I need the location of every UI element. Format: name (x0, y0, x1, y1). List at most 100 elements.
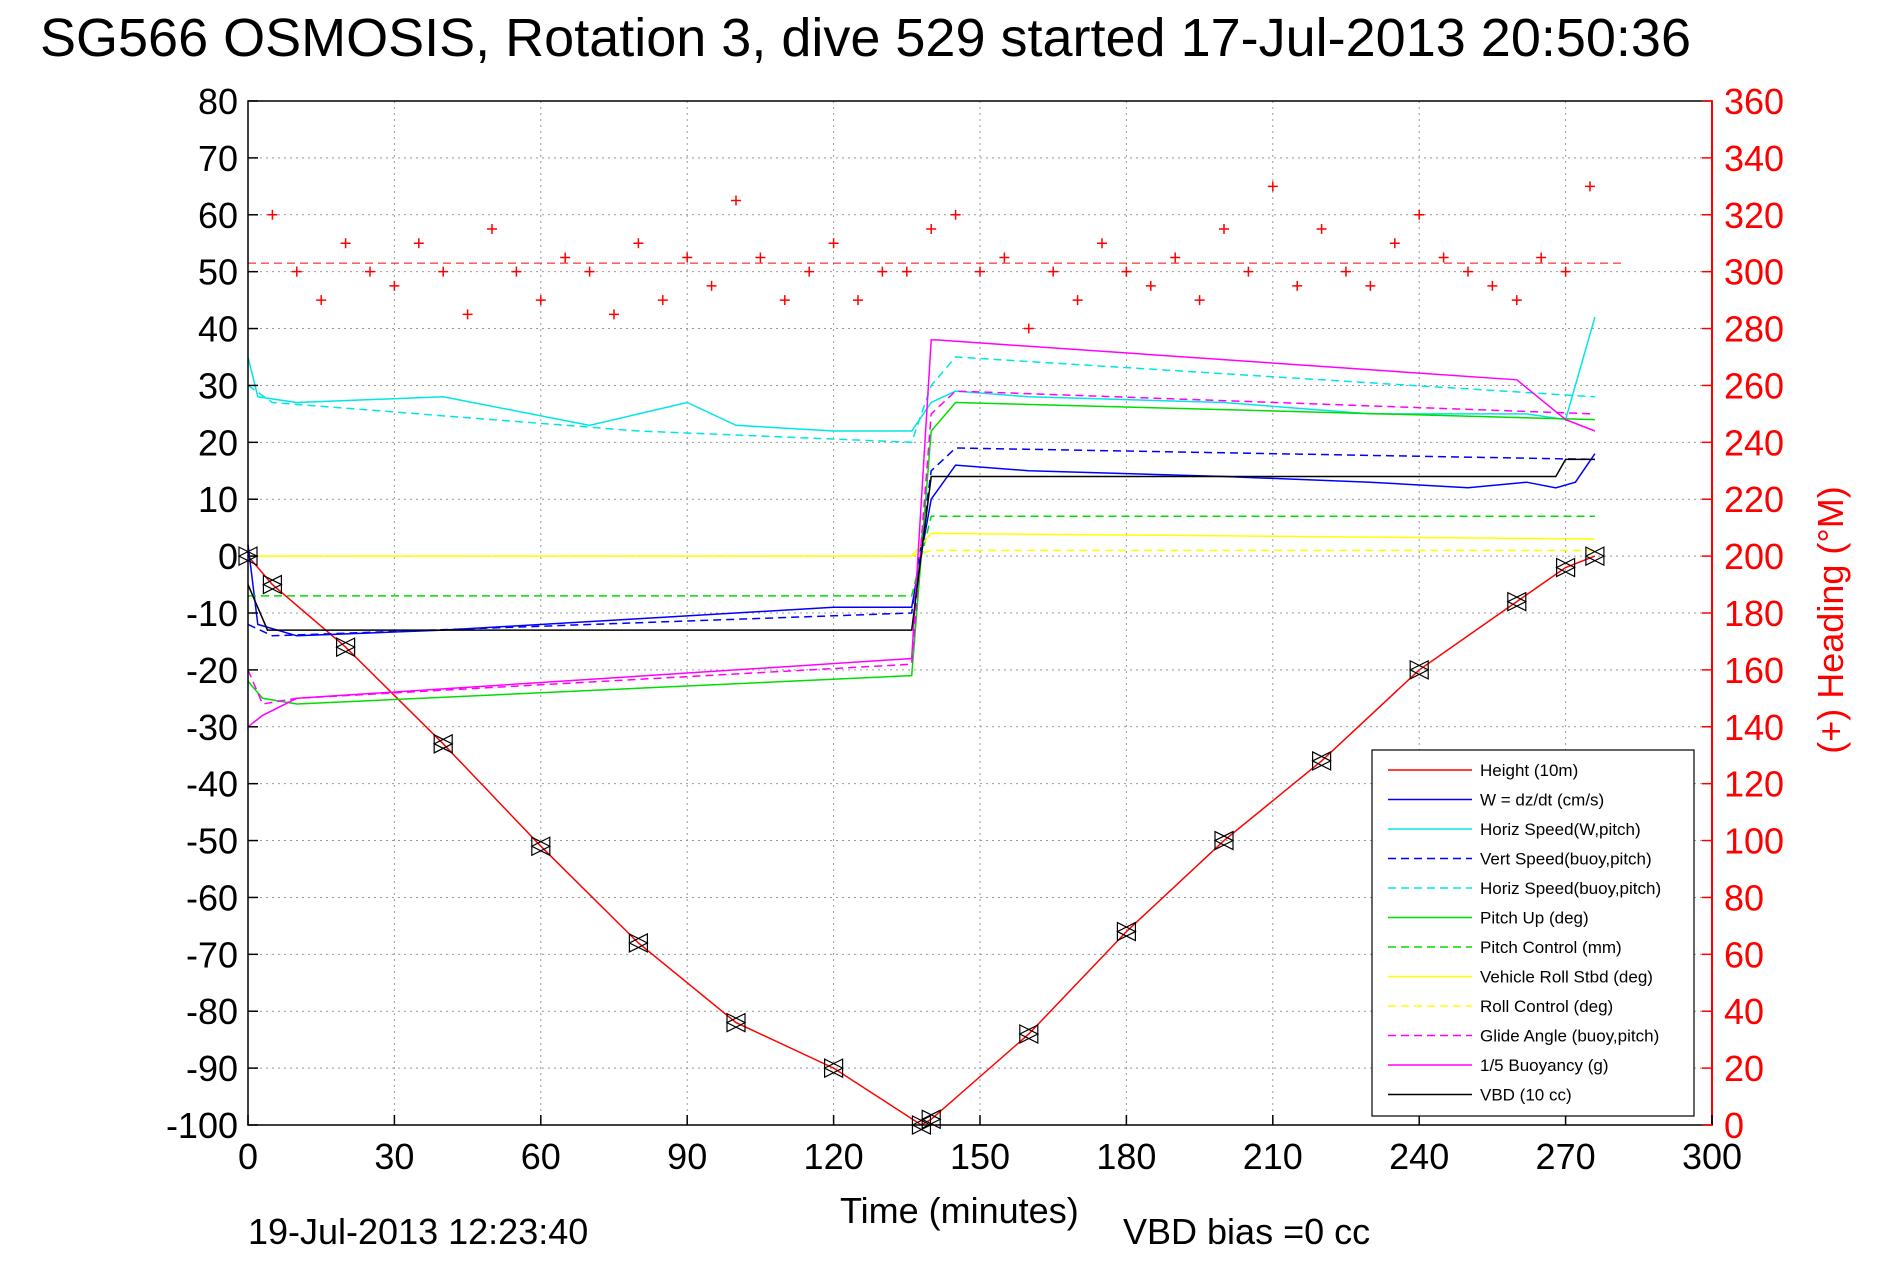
legend-label: Pitch Control (mm) (1480, 938, 1622, 957)
y-tick-label: 20 (198, 422, 238, 463)
height-marker (1555, 557, 1576, 578)
y-tick-label: -80 (186, 991, 238, 1032)
series-line (247, 555, 1596, 1126)
y-tick-label: 10 (198, 479, 238, 520)
y-right-tick-label: 100 (1724, 821, 1784, 862)
height-marker (432, 733, 454, 754)
heading-marker (1048, 266, 1059, 277)
x-tick-label: 120 (804, 1136, 864, 1177)
heading-marker (926, 224, 937, 234)
y-right-tick-label: 280 (1724, 309, 1784, 350)
y-right-tick-label: 360 (1724, 81, 1784, 122)
x-tick-label: 240 (1389, 1136, 1449, 1177)
x-tick-label: 0 (238, 1136, 258, 1177)
heading-marker (901, 266, 912, 277)
heading-marker (462, 309, 473, 320)
heading-marker (1170, 252, 1181, 263)
height-marker (1584, 546, 1606, 567)
heading-marker (706, 280, 717, 291)
heading-marker (413, 238, 424, 249)
y-right-tick-label: 240 (1724, 422, 1784, 463)
heading-marker (950, 209, 961, 220)
height-marker (920, 1109, 942, 1130)
y-axis-right-label: (+) Heading (°M) (1810, 486, 1851, 753)
y-right-tick-label: 160 (1724, 650, 1784, 691)
heading-marker (755, 252, 766, 263)
y-axis-left: 80 70 60 50 40 30 20 10 0 -10 -20 -30 -40 -50 -60 -70 -8… (166, 81, 258, 1146)
x-axis-label: Time (minutes) (840, 1190, 1079, 1231)
x-tick-label: 300 (1682, 1136, 1742, 1177)
heading-marker (487, 224, 497, 234)
heading-marker (1389, 238, 1400, 249)
heading-marker (1414, 209, 1425, 220)
y-tick-label: 40 (198, 309, 238, 350)
series-line (247, 447, 1595, 637)
heading-marker (535, 295, 546, 306)
heading-marker (511, 266, 522, 277)
y-tick-label: 60 (198, 195, 238, 236)
heading-marker (682, 252, 693, 263)
x-tick-label: 180 (1096, 1136, 1156, 1177)
heading-marker (633, 238, 644, 249)
y-right-tick-label: 120 (1724, 764, 1784, 805)
heading-marker (731, 195, 741, 206)
heading-marker (365, 266, 375, 277)
legend: Height (10m) W = dz/dt (cm/s) Horiz Speed(… (1371, 749, 1695, 1117)
heading-marker (804, 266, 815, 277)
y-right-tick-label: 320 (1724, 195, 1784, 236)
heading-marker (1341, 266, 1351, 277)
height-marker (1213, 830, 1235, 851)
heading-marker (1194, 295, 1205, 306)
heading-marker (584, 266, 595, 277)
legend-label: Height (10m) (1480, 761, 1578, 780)
heading-marker (828, 238, 839, 249)
heading-marker (877, 266, 888, 277)
heading-marker (853, 295, 863, 306)
heading-marker (1219, 224, 1229, 234)
heading-marker (1316, 224, 1327, 234)
legend-label: Glide Angle (buoy,pitch) (1480, 1027, 1659, 1046)
height-marker (1116, 921, 1137, 942)
heading-marker (1536, 252, 1547, 263)
heading-marker (438, 266, 449, 277)
heading-marker (657, 295, 668, 306)
x-tick-label: 60 (521, 1136, 561, 1177)
heading-markers (248, 181, 1622, 334)
series-group (247, 316, 1596, 1126)
y-tick-label: -40 (186, 764, 238, 805)
x-tick-label: 30 (374, 1136, 414, 1177)
y-right-tick-label: 60 (1724, 934, 1764, 975)
series-line (247, 316, 1596, 432)
y-tick-label: -30 (186, 707, 238, 748)
chart-title: SG566 OSMOSIS, Rotation 3, dive 529 star… (40, 8, 1691, 68)
series-line (247, 339, 1596, 728)
heading-marker (1463, 266, 1473, 277)
heading-marker (1097, 238, 1107, 249)
heading-marker (999, 252, 1010, 263)
legend-box (1371, 749, 1695, 1117)
y-right-tick-label: 300 (1724, 252, 1784, 293)
height-marker (628, 932, 649, 953)
series-line (247, 401, 1595, 705)
heading-marker (340, 238, 351, 249)
height-marker (1018, 1024, 1040, 1044)
legend-label: Horiz Speed(W,pitch) (1480, 820, 1641, 839)
legend-label: Vehicle Roll Stbd (deg) (1480, 968, 1653, 987)
y-tick-label: 70 (198, 138, 238, 179)
y-right-tick-label: 200 (1724, 536, 1784, 577)
y-right-tick-label: 0 (1724, 1105, 1744, 1146)
heading-marker (1145, 280, 1156, 291)
series-line (248, 549, 1595, 557)
height-marker (335, 637, 356, 658)
y-right-tick-label: 340 (1724, 138, 1784, 179)
y-right-tick-label: 180 (1724, 593, 1784, 634)
legend-label: 1/5 Buoyancy (g) (1480, 1056, 1609, 1075)
x-axis: 0 30 60 90 120 150 180 210 240 270 300 (238, 1115, 1742, 1177)
x-tick-label: 270 (1536, 1136, 1596, 1177)
legend-label: Roll Control (deg) (1480, 997, 1613, 1016)
y-tick-label: -60 (186, 877, 238, 918)
y-right-tick-label: 20 (1724, 1048, 1764, 1089)
legend-label: W = dz/dt (cm/s) (1480, 791, 1604, 810)
series-line (247, 458, 1595, 631)
